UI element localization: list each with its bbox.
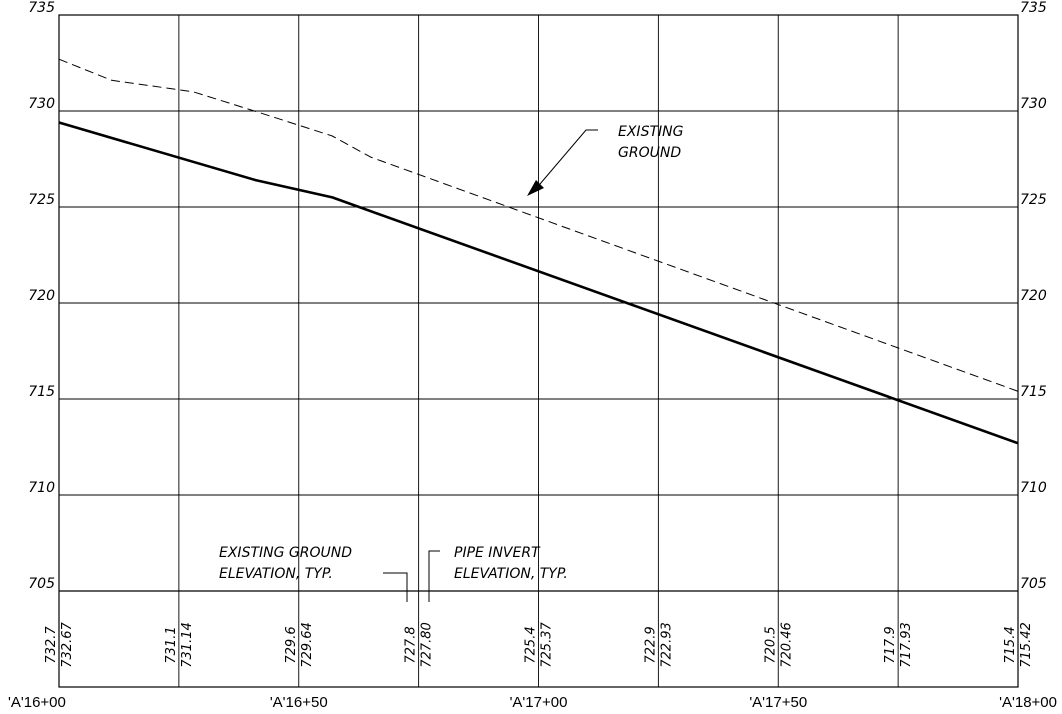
- y-tick-right-705: 705: [1020, 576, 1047, 592]
- existing-ground-label-line2: GROUND: [618, 145, 681, 161]
- pipe-invert-note-leader: [428, 550, 440, 602]
- y-tick-left-710: 710: [28, 480, 55, 496]
- pipe-invert-line: [58, 121, 1019, 445]
- station-label-1: 'A'16+50: [270, 694, 328, 711]
- ground-elevation-note-line2: ELEVATION, TYP.: [219, 566, 333, 582]
- invert-elev-0: 732.67: [60, 622, 75, 668]
- existing-ground-callout: EXISTING GROUND: [527, 124, 684, 196]
- ground-elev-0: 732.7: [44, 626, 59, 664]
- plot-frame: [58, 14, 1019, 688]
- ground-elev-4: 725.4: [524, 626, 539, 663]
- y-axis-right: 735 730 725 720 715 710 705: [1020, 0, 1047, 592]
- y-tick-left-725: 725: [28, 192, 55, 208]
- pipe-invert-note: PIPE INVERT ELEVATION, TYP.: [428, 545, 568, 602]
- y-tick-right-720: 720: [1020, 288, 1047, 304]
- y-tick-right-710: 710: [1020, 480, 1047, 496]
- y-tick-right-735: 735: [1020, 0, 1047, 16]
- ground-elevation-note: EXISTING GROUND ELEVATION, TYP.: [219, 545, 408, 602]
- y-axis-left: 735 730 725 720 715 710 705: [28, 0, 55, 592]
- elevation-label-band: 732.7 732.67 731.1 731.14 729.6 729.64 727.8 72…: [44, 622, 1034, 668]
- existing-ground-line: [58, 58, 1019, 392]
- station-label-2: 'A'17+00: [510, 694, 568, 711]
- y-tick-right-725: 725: [1020, 192, 1047, 208]
- ground-elev-6: 720.5: [763, 626, 778, 663]
- existing-ground-label-line1: EXISTING: [618, 124, 684, 140]
- station-label-4: 'A'18+00: [999, 694, 1057, 711]
- invert-elev-8: 715.42: [1019, 622, 1034, 668]
- invert-elev-2: 729.64: [300, 622, 315, 668]
- ground-elev-1: 731.1: [164, 626, 179, 663]
- ground-elevation-note-leader: [383, 572, 408, 602]
- existing-ground-arrowhead: [527, 180, 544, 196]
- invert-elev-3: 727.80: [420, 622, 435, 668]
- ground-elev-3: 727.8: [404, 626, 419, 663]
- pipe-invert-note-line1: PIPE INVERT: [454, 545, 541, 561]
- y-tick-left-705: 705: [28, 576, 55, 592]
- invert-elev-6: 720.46: [779, 622, 794, 668]
- ground-elev-2: 729.6: [284, 626, 299, 663]
- invert-elev-5: 722.93: [659, 622, 674, 668]
- y-tick-left-715: 715: [28, 384, 55, 400]
- y-tick-right-730: 730: [1020, 96, 1047, 112]
- x-axis-stations: 'A'16+00 'A'16+50 'A'17+00 'A'17+50 'A'18+00: [8, 694, 1057, 711]
- station-label-0: 'A'16+00: [8, 694, 66, 711]
- y-tick-left-730: 730: [28, 96, 55, 112]
- invert-elev-1: 731.14: [180, 622, 195, 668]
- ground-elev-5: 722.9: [643, 626, 658, 663]
- series-layer: [58, 58, 1019, 445]
- ground-elevation-note-line1: EXISTING GROUND: [219, 545, 352, 561]
- ground-elev-7: 717.9: [883, 626, 898, 663]
- y-tick-left-720: 720: [28, 288, 55, 304]
- ground-elev-8: 715.4: [1003, 626, 1018, 663]
- grid-lines: [58, 14, 1019, 687]
- station-label-3: 'A'17+50: [749, 694, 807, 711]
- y-tick-right-715: 715: [1020, 384, 1047, 400]
- invert-elev-4: 725.37: [540, 622, 555, 668]
- y-tick-left-735: 735: [28, 0, 55, 16]
- existing-ground-leader: [539, 129, 598, 185]
- invert-elev-7: 717.93: [899, 622, 914, 668]
- pipe-invert-note-line2: ELEVATION, TYP.: [454, 566, 568, 582]
